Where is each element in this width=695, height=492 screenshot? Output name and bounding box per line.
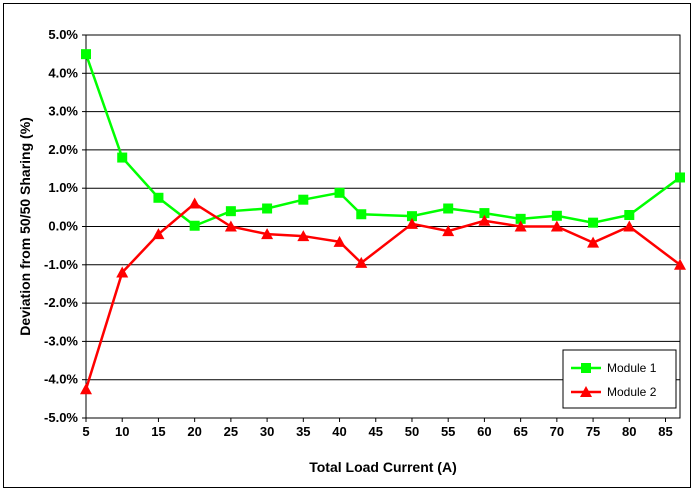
legend-swatch-marker bbox=[580, 386, 592, 397]
data-point-module-2 bbox=[587, 236, 600, 248]
data-point-module-2 bbox=[261, 228, 274, 240]
data-point-module-2 bbox=[623, 220, 636, 232]
data-point-module-1 bbox=[443, 203, 454, 214]
data-point-module-1 bbox=[262, 203, 273, 214]
y-tick-label: 0.0% bbox=[48, 219, 78, 234]
legend-entry-module-1: Module 1 bbox=[571, 361, 657, 375]
data-point-module-1 bbox=[588, 217, 599, 228]
x-tick-label: 55 bbox=[441, 424, 455, 439]
data-point-module-1 bbox=[479, 208, 490, 219]
data-point-module-1 bbox=[551, 210, 562, 221]
x-tick-label: 40 bbox=[332, 424, 346, 439]
data-point-module-2 bbox=[405, 217, 418, 229]
data-point-module-2 bbox=[674, 258, 686, 270]
legend-box bbox=[562, 349, 677, 409]
data-point-module-1 bbox=[334, 187, 345, 198]
data-point-module-1 bbox=[298, 194, 309, 205]
x-tick-label: 30 bbox=[260, 424, 274, 439]
legend-entry-module-2: Module 2 bbox=[571, 385, 657, 399]
data-point-module-2 bbox=[80, 383, 92, 395]
data-point-module-2 bbox=[333, 235, 346, 247]
data-point-module-1 bbox=[117, 152, 128, 163]
x-tick-label: 50 bbox=[405, 424, 419, 439]
data-point-module-2 bbox=[188, 197, 201, 209]
data-point-module-1 bbox=[189, 220, 200, 231]
series-module-2 bbox=[80, 197, 686, 395]
data-point-module-2 bbox=[478, 214, 491, 226]
y-tick-label: 3.0% bbox=[48, 104, 78, 119]
series-line-module-1 bbox=[84, 53, 681, 228]
legend-swatch-marker bbox=[581, 363, 591, 373]
y-tick-label: -4.0% bbox=[44, 372, 78, 387]
data-point-module-1 bbox=[225, 206, 236, 217]
series-module-1 bbox=[81, 49, 685, 231]
y-tick-label: 2.0% bbox=[48, 142, 78, 157]
y-tick-label: -5.0% bbox=[44, 410, 78, 425]
x-tick-label: 5 bbox=[82, 424, 89, 439]
y-tick-label: -2.0% bbox=[44, 295, 78, 310]
x-tick-label: 65 bbox=[513, 424, 527, 439]
x-tick-label: 25 bbox=[224, 424, 238, 439]
data-point-module-2 bbox=[152, 228, 165, 240]
x-tick-label: 75 bbox=[586, 424, 600, 439]
data-point-module-1 bbox=[81, 49, 91, 60]
data-point-module-2 bbox=[116, 266, 129, 278]
y-tick-label: -3.0% bbox=[44, 333, 78, 348]
y-tick-label: -1.0% bbox=[44, 257, 78, 272]
data-point-module-1 bbox=[515, 213, 526, 224]
data-point-module-2 bbox=[297, 230, 310, 242]
data-point-module-1 bbox=[406, 211, 417, 222]
x-axis-ticks: 5 10 15 20 25 30 35 40 45 50 55 60 65 70 75 80 85 bbox=[82, 418, 673, 439]
x-tick-label: 15 bbox=[151, 424, 165, 439]
y-tick-label: 4.0% bbox=[48, 65, 78, 80]
x-axis-title: Total Load Current (A) bbox=[309, 459, 457, 475]
y-tick-label: 1.0% bbox=[48, 180, 78, 195]
series-layer bbox=[80, 49, 686, 395]
x-tick-label: 85 bbox=[658, 424, 672, 439]
data-point-module-2 bbox=[550, 220, 563, 232]
x-tick-label: 35 bbox=[296, 424, 310, 439]
y-axis-ticks: 5.0% 4.0% 3.0% 2.0% 1.0% 0.0% -1.0% -2.0% -3.0% -… bbox=[44, 27, 86, 425]
data-point-module-2 bbox=[442, 225, 455, 237]
y-axis-title: Deviation from 50/50 Sharing (%) bbox=[17, 117, 33, 336]
data-point-module-2 bbox=[514, 220, 527, 232]
x-tick-label: 10 bbox=[115, 424, 129, 439]
y-tick-label: 5.0% bbox=[48, 27, 78, 42]
data-point-module-1 bbox=[356, 209, 367, 220]
data-point-module-1 bbox=[624, 210, 635, 221]
x-tick-label: 70 bbox=[550, 424, 564, 439]
legend: Module 1 Module 2 bbox=[562, 349, 677, 409]
data-point-module-1 bbox=[153, 192, 164, 203]
data-point-module-2 bbox=[355, 256, 368, 268]
data-point-module-2 bbox=[224, 220, 237, 232]
x-tick-label: 20 bbox=[187, 424, 201, 439]
x-tick-label: 45 bbox=[369, 424, 383, 439]
data-point-module-1 bbox=[675, 172, 685, 183]
legend-label: Module 2 bbox=[607, 385, 657, 399]
x-tick-label: 80 bbox=[622, 424, 636, 439]
legend-label: Module 1 bbox=[607, 361, 657, 375]
x-tick-label: 60 bbox=[477, 424, 491, 439]
